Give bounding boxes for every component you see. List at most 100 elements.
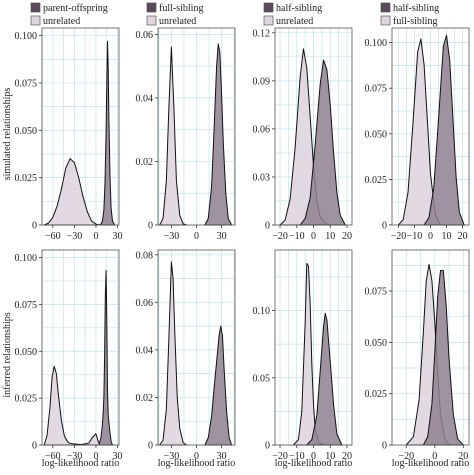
x-tick-label: −10 <box>407 231 423 242</box>
density-curve-unrelated <box>43 365 101 446</box>
x-tick-label: 0 <box>93 451 98 462</box>
y-tick-label: 0 <box>148 221 153 232</box>
y-tick-label: 0.075 <box>15 300 38 311</box>
legend: parent-offspring unrelated <box>30 2 108 27</box>
y-tick-label: 0.025 <box>365 389 388 400</box>
y-tick-label: 0 <box>32 441 37 452</box>
x-tick-label: 20 <box>458 451 468 462</box>
legend-swatch <box>146 15 157 26</box>
x-tick-label: 10 <box>325 231 335 242</box>
y-tick-label: 0.100 <box>15 31 38 42</box>
y-tick-label: 0.04 <box>136 93 154 104</box>
x-tick-label: 0 <box>194 451 199 462</box>
density-curve-full-sibling <box>204 325 233 446</box>
y-tick-label: 0 <box>32 221 37 232</box>
legend: half-sibling unrelated <box>263 2 322 27</box>
x-tick-label: −30 <box>67 451 83 462</box>
density-curve-half-sibling <box>422 270 464 446</box>
y-tick-label: 0 <box>265 221 270 232</box>
y-tick-label: 0.050 <box>15 126 38 137</box>
legend: full-sibling unrelated <box>146 2 203 27</box>
y-tick-label: 0.06 <box>136 298 154 309</box>
legend-label: parent-offspring <box>43 3 108 14</box>
x-tick-label: −10 <box>289 231 305 242</box>
legend-swatch <box>30 15 41 26</box>
y-tick-label: 0.075 <box>15 78 38 89</box>
y-tick-label: 0.050 <box>15 347 38 358</box>
density-curve-unrelated <box>43 158 103 226</box>
legend-label: half-sibling <box>393 3 439 14</box>
legend-swatch <box>30 2 41 13</box>
x-tick-label: −60 <box>45 231 61 242</box>
row-label-inferred: inferred relationships <box>2 312 13 397</box>
y-tick-label: 0.05 <box>253 373 271 384</box>
legend-label: full-sibling <box>393 16 437 27</box>
x-tick-label: 0 <box>93 231 98 242</box>
x-axis-label: log-likelihood ratio <box>158 458 236 469</box>
x-tick-label: 0 <box>432 451 437 462</box>
y-tick-label: 0.08 <box>136 250 154 261</box>
density-curve-full-sibling <box>204 43 233 226</box>
x-tick-label: 30 <box>113 231 123 242</box>
x-tick-label: 10 <box>442 231 452 242</box>
y-tick-label: 0.100 <box>365 38 388 49</box>
x-tick-label: −10 <box>289 451 305 462</box>
y-tick-label: 0 <box>382 441 387 452</box>
x-tick-label: −30 <box>164 451 180 462</box>
x-axis-label: log-likelihood ratio <box>42 458 120 469</box>
legend-label: unrelated <box>43 16 80 27</box>
y-tick-label: 0.100 <box>15 253 38 264</box>
legend-swatch <box>263 15 274 26</box>
x-tick-label: −20 <box>391 231 407 242</box>
legend-label: full-sibling <box>159 3 203 14</box>
row-label-simulated: simulated relationships <box>2 88 13 181</box>
density-curve-unrelated <box>159 261 187 446</box>
y-tick-label: 0.06 <box>136 30 154 41</box>
y-tick-label: 0.050 <box>365 129 388 140</box>
density-panel-2: 0 0.02 0.04 0.06 −30 0 30 full-sibling unrelated <box>136 2 236 242</box>
x-tick-label: −20 <box>398 451 414 462</box>
x-tick-label: 30 <box>113 451 123 462</box>
legend: half-sibling full-sibling <box>380 2 439 27</box>
x-tick-label: 20 <box>342 451 352 462</box>
y-tick-label: 0.025 <box>15 394 38 405</box>
x-tick-label: −30 <box>164 231 180 242</box>
x-tick-label: 0 <box>311 451 316 462</box>
y-tick-label: 0.06 <box>253 124 271 135</box>
density-curve-half-sibling <box>423 34 465 226</box>
x-tick-label: 20 <box>342 231 352 242</box>
x-tick-label: 20 <box>458 231 468 242</box>
x-tick-label: −60 <box>45 451 61 462</box>
x-tick-label: 0 <box>311 231 316 242</box>
y-tick-label: 0.12 <box>253 28 271 39</box>
panel-border <box>391 249 470 446</box>
legend-swatch <box>380 2 391 13</box>
density-curve-parent-offspring <box>99 40 116 226</box>
y-tick-label: 0.075 <box>365 84 388 95</box>
x-tick-label: 30 <box>217 451 227 462</box>
density-curve-half-sibling <box>306 312 343 446</box>
panel-border <box>41 249 120 446</box>
density-panel-3: 0 0.03 0.06 0.09 0.12 −20 −10 0 10 20 half-sibling… <box>253 2 353 242</box>
x-tick-label: 0 <box>194 231 199 242</box>
x-tick-label: −20 <box>272 231 288 242</box>
legend-swatch <box>263 2 274 13</box>
y-tick-label: 0.10 <box>253 306 271 317</box>
x-tick-label: −30 <box>67 231 83 242</box>
density-curve-unrelated <box>159 46 187 226</box>
density-curve-half-sibling <box>299 59 346 226</box>
y-tick-label: 0 <box>148 441 153 452</box>
panel-border <box>41 27 120 226</box>
x-axis-label: log-likelihood ratio <box>275 458 353 469</box>
density-panel-5: 0 0.025 0.050 0.075 0.100 −60 −30 0 30log-likeli… <box>15 249 123 469</box>
y-tick-label: 0.075 <box>365 287 388 298</box>
x-tick-label: −20 <box>272 451 288 462</box>
x-axis-label: log-likelihood ratio <box>392 458 470 469</box>
x-tick-label: 10 <box>325 451 335 462</box>
legend-label: half-sibling <box>276 3 322 14</box>
y-tick-label: 0.02 <box>136 393 154 404</box>
